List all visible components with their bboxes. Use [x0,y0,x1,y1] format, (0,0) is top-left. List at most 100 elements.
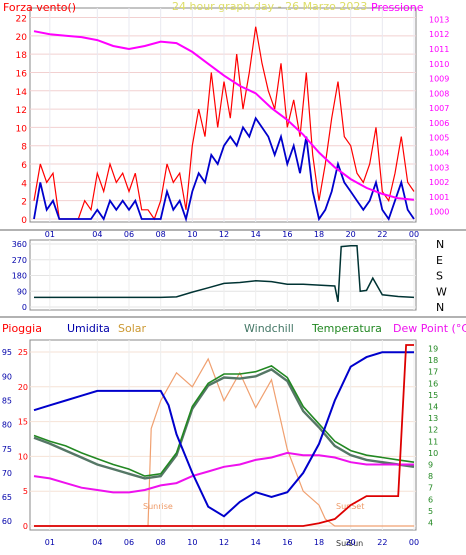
p2-left-tick-label: 180 [12,272,27,281]
p1-left-tick-label: 2 [21,198,27,208]
p1-left-tick-label: 22 [16,14,27,24]
series-pressione-line [33,30,415,201]
p3-temp-tick-label: 12 [428,426,438,435]
series-temperatura-line [33,365,415,477]
annotation-sun-2: Sun [348,539,363,548]
p1-left-tick-label: 12 [16,106,27,116]
p1-left-tick-label: 8 [21,143,27,153]
p2-right-tick-label: N [436,238,444,251]
p3-temp-tick-label: 5 [428,507,433,516]
p1-right-tick-label: 1005 [429,134,449,143]
p1-right-tick-label: 1009 [429,75,449,84]
series-dewpoint-line [33,451,414,494]
p3-temp-tick-label: 18 [428,356,438,365]
p3-x-tick-label: 06 [124,538,134,547]
p1-left-tick-label: 6 [21,161,27,171]
p1-right-tick-label: 1007 [429,104,449,113]
p3-x-tick-label: 08 [156,538,166,547]
label-windchill: Windchill [244,322,294,335]
series-umidita-line [33,351,414,518]
p1-left-tick-label: 20 [16,33,28,43]
p1-right-tick-label: 1000 [429,208,449,217]
panel1-left-axis-label: Forza vento() [3,1,76,14]
series-lines [33,26,415,527]
label-pioggia: Pioggia [2,322,42,335]
p3-temp-tick-label: 14 [428,402,438,411]
p3-x-tick-label: 20 [346,538,356,547]
p3-x-tick-label: 00 [409,538,419,547]
p1-x-tick-label: 04 [92,230,102,239]
p3-temp-tick-label: 19 [428,344,438,353]
annotation-sunrise: Sunrise [143,502,173,511]
p3-x-tick-label: 04 [92,538,102,547]
label-dewpoint: Dew Point (°C) [393,322,466,335]
series-raffica-line [33,26,415,221]
p1-right-tick-label: 1001 [429,193,449,202]
p1-right-tick-label: 1006 [429,119,449,128]
p3-temp-tick-label: 13 [428,414,438,423]
p1-right-tick-label: 1002 [429,178,449,187]
p2-right-tick-label: N [436,301,444,314]
p3-temp-tick-label: 8 [428,472,433,481]
p1-left-tick-label: 0 [21,216,27,226]
p3-temp-tick-label: 11 [428,437,438,446]
p3-humidity-tick-label: 95 [2,348,12,357]
p2-right-tick-label: E [436,254,443,267]
p1-x-tick-label: 18 [314,230,324,239]
p1-x-tick-label: 10 [187,230,197,239]
p1-right-tick-label: 1010 [429,60,449,69]
panel3-frame [29,339,417,531]
annotation-sun-1: Sun [336,539,351,548]
series-solar-line [34,357,414,527]
p2-left-tick-label: 0 [22,303,27,312]
p1-left-tick-label: 18 [16,51,28,61]
p2-right-tick-label: W [436,285,447,298]
p3-humidity-tick-label: 80 [2,421,12,430]
p3-temp-tick-label: 16 [428,379,438,388]
p1-x-tick-label: 14 [251,230,261,239]
p3-humidity-tick-label: 90 [2,372,12,381]
p3-humidity-tick-label: 85 [2,397,12,406]
p3-rain-tick-label: 5 [23,487,28,496]
p1-x-tick-label: 00 [409,230,419,239]
p3-rain-tick-label: 15 [18,418,28,427]
p1-x-tick-label: 01 [45,230,55,239]
panel1-frame [29,7,417,223]
p3-humidity-tick-label: 60 [2,517,12,526]
p1-right-tick-label: 1011 [429,45,449,54]
label-solar: Solar [118,322,147,335]
p3-temp-tick-label: 7 [428,484,433,493]
p1-right-tick-label: 1004 [429,148,449,157]
p2-left-tick-label: 90 [17,287,27,296]
label-temperatura: Temperatura [311,322,382,335]
label-umidita: Umidita [67,322,110,335]
p3-temp-tick-label: 9 [428,461,433,470]
p3-rain-tick-label: 10 [18,452,28,461]
p3-temp-tick-label: 17 [428,368,438,377]
p1-left-tick-label: 10 [16,124,28,134]
series-pioggia-line [34,344,414,527]
p3-x-tick-label: 16 [282,538,292,547]
p2-left-tick-label: 270 [12,256,27,265]
p1-left-tick-label: 14 [16,88,28,98]
p1-left-tick-label: 16 [16,69,28,79]
panel1-title: 24 hour graph day - 26 Marzo 2023 [172,0,367,13]
series-direzione-line [34,245,415,302]
p1-x-tick-label: 16 [282,230,292,239]
p3-humidity-tick-label: 65 [2,493,12,502]
p3-rain-tick-label: 20 [18,383,28,392]
p3-temp-tick-label: 4 [428,519,433,528]
p1-right-tick-label: 1008 [429,89,449,98]
p1-x-tick-label: 06 [124,230,134,239]
p3-humidity-tick-label: 70 [2,469,12,478]
p2-left-tick-label: 360 [12,240,27,249]
p1-x-tick-label: 12 [219,230,229,239]
tick-labels: 0246810121416182022100010011002100310041… [2,14,450,547]
p1-x-tick-label: 20 [346,230,356,239]
panel1-right-axis-label: Pressione [371,1,424,14]
p1-right-tick-label: 1012 [429,30,449,39]
p3-x-tick-label: 18 [314,538,324,547]
p3-temp-tick-label: 10 [428,449,438,458]
